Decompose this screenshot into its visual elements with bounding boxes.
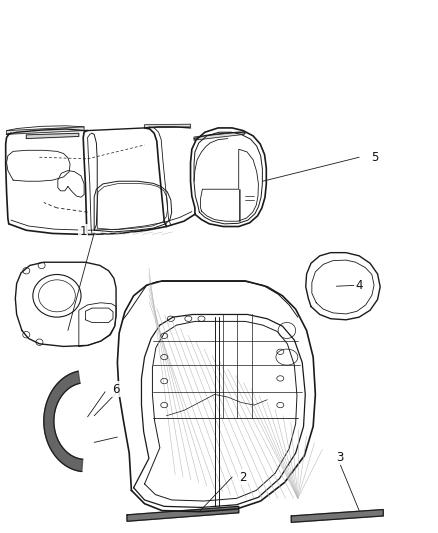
Text: 3: 3: [336, 451, 343, 464]
Polygon shape: [26, 133, 79, 139]
Text: 4: 4: [355, 279, 363, 292]
Polygon shape: [7, 127, 84, 134]
Text: 2: 2: [239, 471, 247, 483]
Text: 1: 1: [79, 225, 87, 238]
Polygon shape: [194, 132, 244, 140]
Polygon shape: [127, 506, 239, 521]
Polygon shape: [44, 371, 83, 472]
Polygon shape: [291, 510, 383, 522]
Polygon shape: [145, 124, 191, 128]
Text: 5: 5: [371, 151, 378, 164]
Text: 6: 6: [112, 383, 120, 395]
